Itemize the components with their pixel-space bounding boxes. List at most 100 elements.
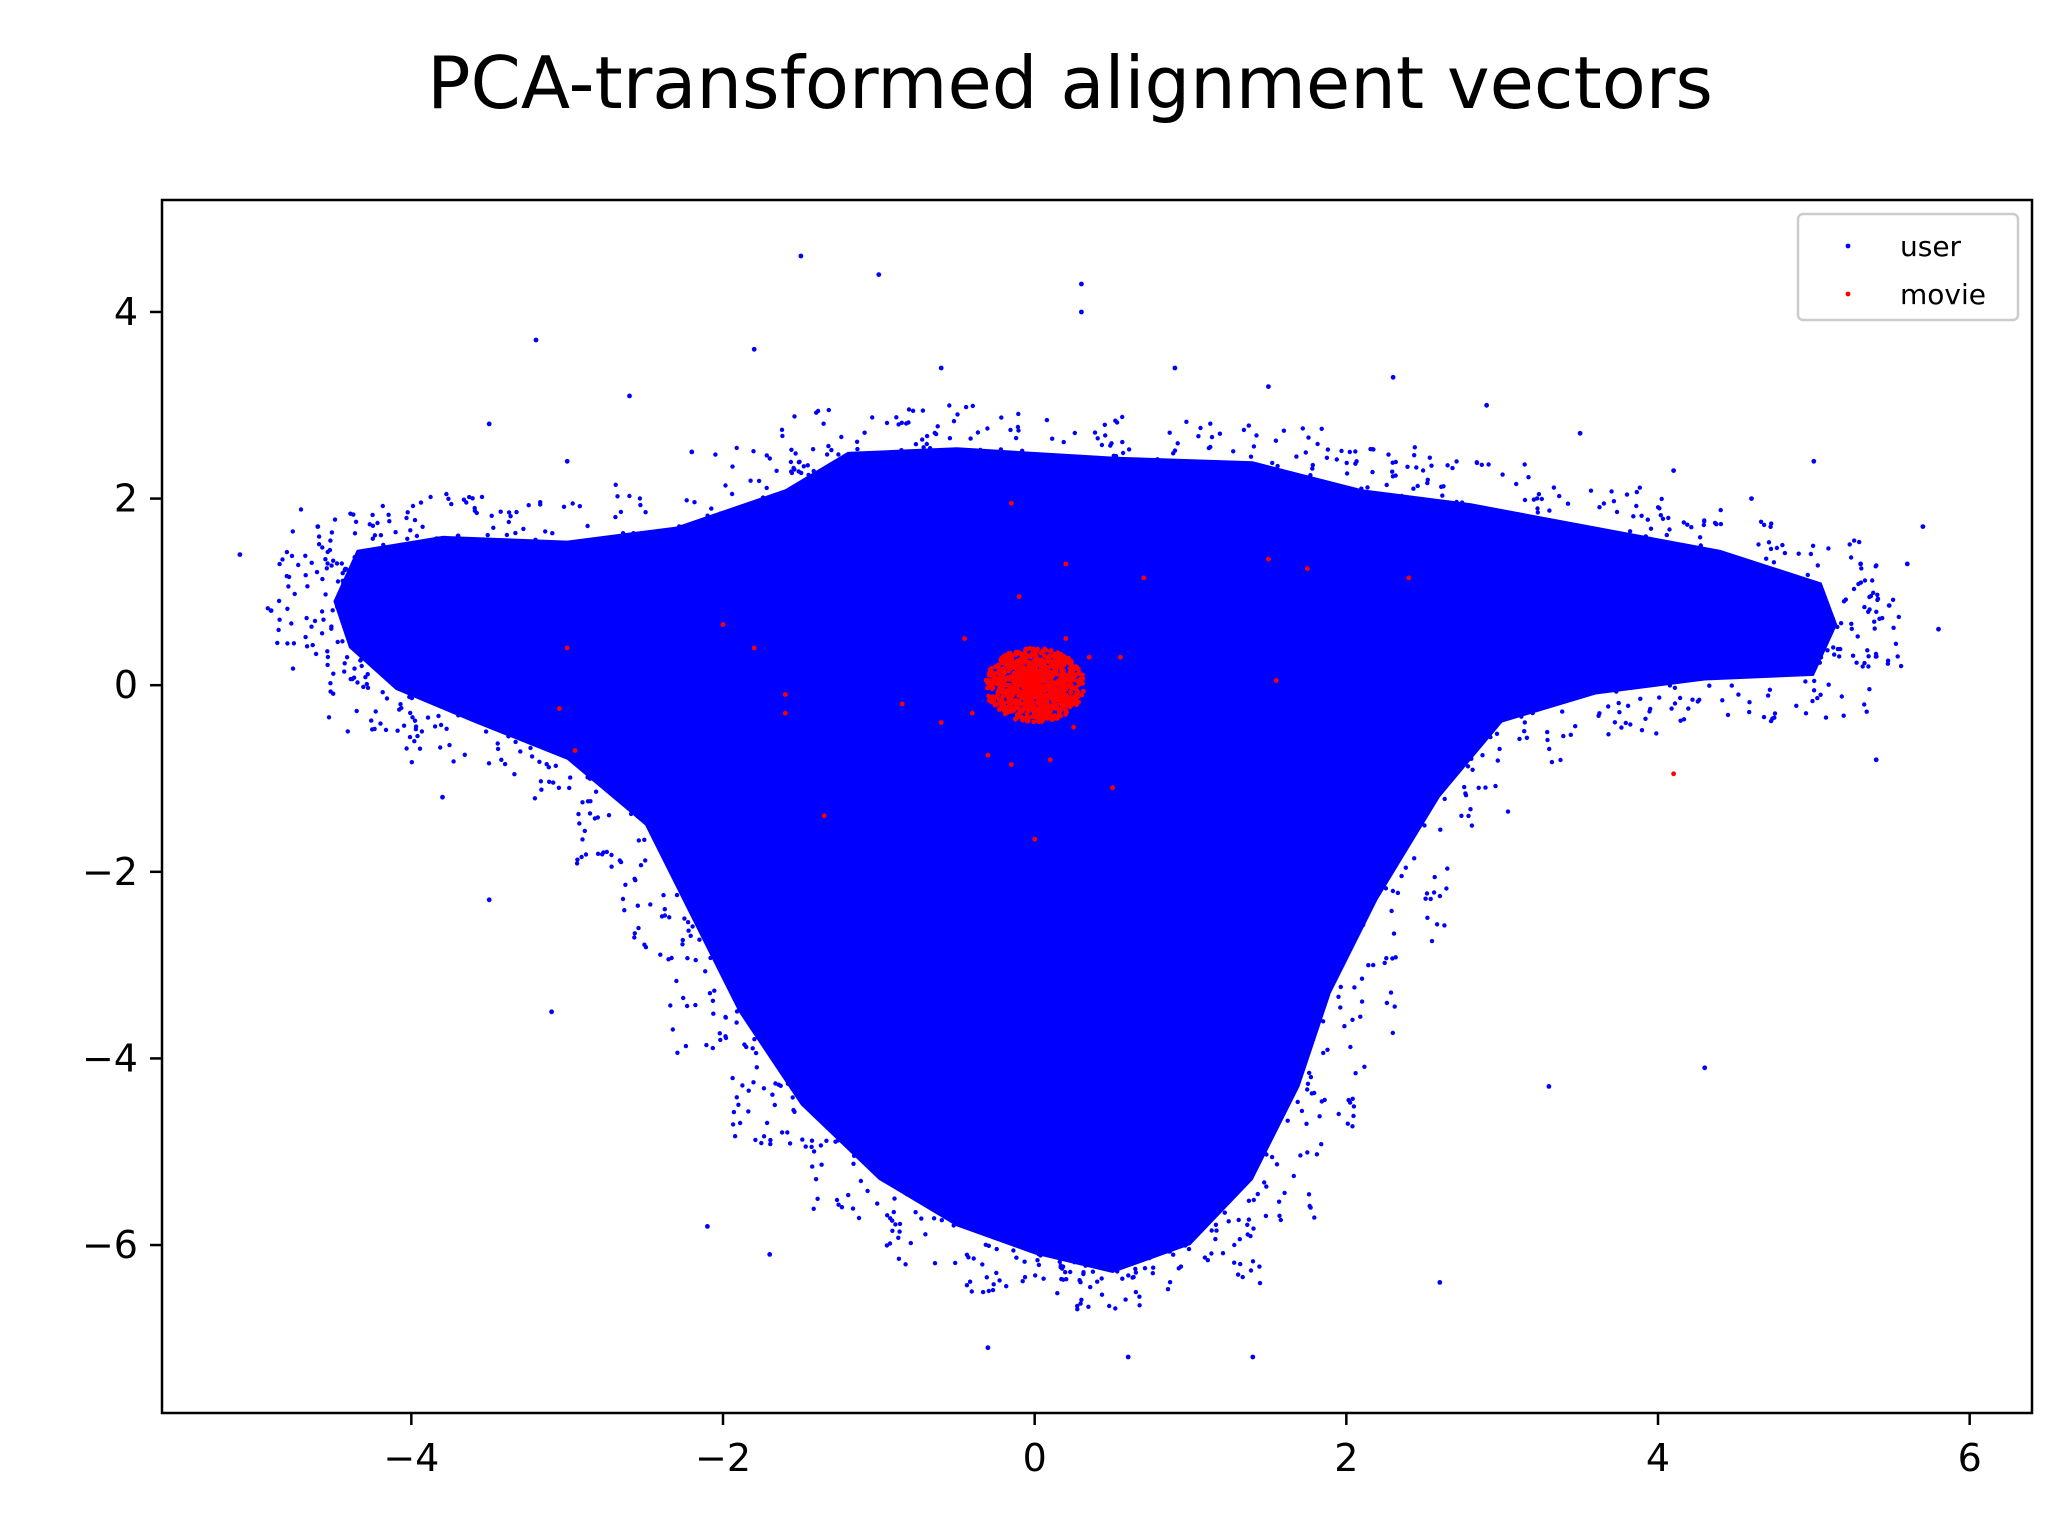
user-point bbox=[1835, 646, 1841, 652]
user-point bbox=[305, 584, 310, 589]
user-point bbox=[620, 531, 626, 536]
user-point bbox=[737, 1120, 743, 1126]
user-point bbox=[682, 916, 687, 921]
user-point bbox=[1577, 530, 1582, 536]
user-point bbox=[1269, 1154, 1275, 1160]
movie-point bbox=[1020, 716, 1026, 721]
user-point bbox=[1395, 821, 1401, 826]
user-point bbox=[933, 431, 939, 437]
movie-point bbox=[1054, 715, 1060, 721]
user-point bbox=[1383, 886, 1389, 891]
user-point bbox=[1254, 433, 1259, 438]
user-point bbox=[604, 849, 609, 855]
user-point bbox=[1614, 509, 1620, 515]
user-point bbox=[1809, 628, 1815, 634]
user-point bbox=[1309, 524, 1314, 530]
user-point bbox=[567, 785, 572, 791]
user-point bbox=[1528, 661, 1533, 666]
user-point bbox=[1718, 507, 1723, 513]
user-point bbox=[1414, 465, 1419, 470]
user-point bbox=[719, 968, 725, 974]
user-point bbox=[1689, 525, 1694, 530]
user-point bbox=[1304, 1121, 1309, 1127]
user-point bbox=[1262, 1007, 1268, 1013]
user-point bbox=[1438, 827, 1443, 832]
user-point bbox=[900, 450, 906, 455]
user-point bbox=[862, 1074, 868, 1079]
user-point bbox=[1123, 1236, 1129, 1242]
user-point bbox=[1261, 1049, 1267, 1054]
user-point bbox=[946, 473, 951, 478]
user-point bbox=[1298, 1055, 1303, 1061]
user-point bbox=[1765, 693, 1771, 698]
user-point bbox=[753, 880, 758, 886]
user-point bbox=[978, 447, 983, 453]
user-point bbox=[1803, 679, 1808, 684]
user-point bbox=[805, 1010, 811, 1015]
user-point bbox=[1099, 1292, 1105, 1297]
movie-point bbox=[1010, 672, 1016, 678]
user-point bbox=[824, 1138, 829, 1144]
user-point bbox=[1182, 1241, 1187, 1246]
user-point bbox=[1357, 493, 1363, 499]
user-point bbox=[748, 969, 753, 974]
user-point bbox=[494, 690, 499, 695]
user-point bbox=[1399, 518, 1405, 523]
user-point bbox=[940, 1190, 945, 1195]
user-point bbox=[1249, 1173, 1255, 1178]
movie-point bbox=[1050, 659, 1055, 665]
user-point bbox=[1657, 664, 1663, 670]
user-point bbox=[1533, 677, 1538, 682]
user-point bbox=[1038, 1253, 1043, 1258]
user-point bbox=[1025, 1228, 1030, 1233]
user-point bbox=[1483, 730, 1488, 735]
user-point bbox=[513, 739, 518, 745]
user-point bbox=[1359, 486, 1364, 491]
user-point bbox=[1092, 1230, 1097, 1235]
movie-point bbox=[1017, 657, 1023, 662]
user-point bbox=[904, 1192, 910, 1197]
user-point bbox=[1239, 499, 1245, 504]
user-point bbox=[1198, 425, 1203, 431]
user-point bbox=[309, 624, 314, 629]
user-point bbox=[1657, 695, 1662, 700]
movie-point bbox=[1053, 667, 1059, 673]
user-point bbox=[1530, 710, 1535, 716]
user-point bbox=[1766, 590, 1771, 596]
user-point bbox=[407, 734, 413, 740]
user-point bbox=[319, 609, 325, 614]
user-point bbox=[1431, 890, 1437, 895]
user-point bbox=[1483, 506, 1489, 512]
user-point bbox=[1191, 1204, 1196, 1209]
user-point bbox=[1129, 1222, 1135, 1227]
user-point bbox=[1325, 1047, 1330, 1053]
user-point bbox=[753, 1137, 758, 1143]
user-point bbox=[408, 528, 413, 533]
user-point bbox=[764, 453, 769, 458]
user-point bbox=[1057, 477, 1063, 482]
user-point bbox=[924, 441, 929, 447]
user-point bbox=[622, 718, 627, 723]
user-point bbox=[1109, 441, 1114, 446]
user-point bbox=[1281, 950, 1286, 956]
user-point bbox=[368, 568, 373, 573]
user-point bbox=[1059, 1276, 1064, 1282]
user-point bbox=[385, 624, 391, 630]
user-point bbox=[928, 1189, 933, 1194]
user-point bbox=[461, 497, 467, 502]
user-point bbox=[1866, 664, 1871, 669]
movie-point bbox=[1018, 678, 1023, 684]
movie-point bbox=[1059, 669, 1064, 675]
user-point bbox=[613, 514, 618, 520]
user-point bbox=[1904, 561, 1910, 567]
user-point bbox=[627, 493, 632, 499]
user-point bbox=[622, 908, 627, 913]
user-point bbox=[371, 601, 376, 607]
user-point bbox=[1184, 419, 1189, 424]
user-point bbox=[1811, 458, 1817, 464]
user-point bbox=[684, 1003, 690, 1009]
user-point bbox=[967, 1184, 973, 1190]
user-point bbox=[838, 521, 843, 527]
user-point bbox=[538, 502, 543, 507]
user-point bbox=[999, 1182, 1004, 1187]
